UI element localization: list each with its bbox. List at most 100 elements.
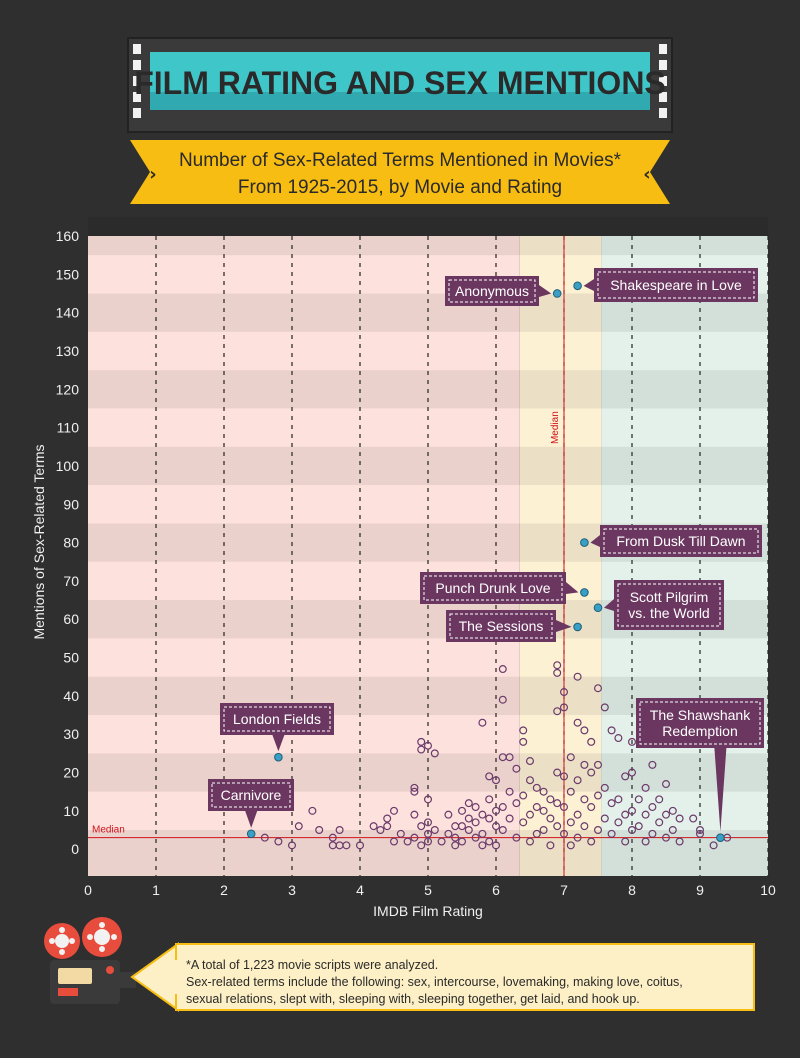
scatter-point[interactable] bbox=[417, 841, 426, 850]
scatter-point[interactable] bbox=[566, 753, 575, 762]
scatter-point[interactable] bbox=[627, 768, 636, 777]
scatter-point[interactable] bbox=[424, 795, 433, 804]
highlighted-point[interactable] bbox=[274, 752, 283, 762]
scatter-point[interactable] bbox=[559, 829, 568, 838]
scatter-point[interactable] bbox=[627, 826, 636, 835]
scatter-point[interactable] bbox=[492, 806, 501, 815]
scatter-point[interactable] bbox=[525, 810, 534, 819]
scatter-point[interactable] bbox=[607, 829, 616, 838]
scatter-point[interactable] bbox=[390, 806, 399, 815]
highlighted-point[interactable] bbox=[573, 281, 582, 291]
scatter-point[interactable] bbox=[614, 734, 623, 743]
scatter-point[interactable] bbox=[410, 810, 419, 819]
scatter-point[interactable] bbox=[478, 718, 487, 727]
scatter-point[interactable] bbox=[621, 772, 630, 781]
scatter-point[interactable] bbox=[553, 707, 562, 716]
scatter-point[interactable] bbox=[315, 826, 324, 835]
highlighted-point[interactable] bbox=[593, 603, 603, 613]
scatter-point[interactable] bbox=[546, 841, 555, 850]
scatter-point[interactable] bbox=[641, 783, 650, 792]
scatter-point[interactable] bbox=[559, 803, 568, 812]
scatter-point[interactable] bbox=[614, 818, 623, 827]
scatter-point[interactable] bbox=[498, 665, 507, 674]
scatter-point[interactable] bbox=[498, 826, 507, 835]
scatter-point[interactable] bbox=[668, 826, 677, 835]
scatter-point[interactable] bbox=[553, 799, 562, 808]
scatter-point[interactable] bbox=[573, 672, 582, 681]
scatter-point[interactable] bbox=[593, 684, 602, 693]
scatter-point[interactable] bbox=[566, 841, 575, 850]
scatter-point[interactable] bbox=[627, 806, 636, 815]
scatter-point[interactable] bbox=[424, 829, 433, 838]
highlighted-point[interactable] bbox=[716, 833, 725, 842]
scatter-point[interactable] bbox=[505, 787, 514, 796]
scatter-point[interactable] bbox=[471, 818, 480, 827]
scatter-point[interactable] bbox=[471, 833, 480, 842]
scatter-point[interactable] bbox=[478, 810, 487, 819]
scatter-point[interactable] bbox=[274, 837, 283, 846]
scatter-point[interactable] bbox=[580, 795, 589, 804]
scatter-point[interactable] bbox=[661, 810, 670, 819]
scatter-point[interactable] bbox=[566, 818, 575, 827]
scatter-point[interactable] bbox=[519, 791, 528, 800]
highlighted-point[interactable] bbox=[573, 622, 582, 632]
scatter-point[interactable] bbox=[675, 837, 684, 846]
scatter-point[interactable] bbox=[587, 737, 596, 746]
scatter-point[interactable] bbox=[675, 814, 684, 823]
scatter-point[interactable] bbox=[437, 837, 446, 846]
scatter-point[interactable] bbox=[627, 737, 636, 746]
scatter-point[interactable] bbox=[342, 841, 351, 850]
scatter-point[interactable] bbox=[661, 833, 670, 842]
scatter-point[interactable] bbox=[621, 810, 630, 819]
scatter-point[interactable] bbox=[505, 753, 514, 762]
scatter-point[interactable] bbox=[485, 772, 494, 781]
scatter-point[interactable] bbox=[498, 695, 507, 704]
scatter-point[interactable] bbox=[539, 806, 548, 815]
scatter-point[interactable] bbox=[410, 783, 419, 792]
scatter-point[interactable] bbox=[512, 764, 521, 773]
scatter-point[interactable] bbox=[525, 776, 534, 785]
scatter-point[interactable] bbox=[695, 826, 704, 835]
highlighted-point[interactable] bbox=[580, 538, 589, 547]
scatter-point[interactable] bbox=[335, 826, 344, 835]
scatter-point[interactable] bbox=[600, 783, 609, 792]
scatter-point[interactable] bbox=[593, 826, 602, 835]
scatter-point[interactable] bbox=[546, 814, 555, 823]
scatter-point[interactable] bbox=[492, 776, 501, 785]
scatter-point[interactable] bbox=[417, 745, 426, 754]
scatter-point[interactable] bbox=[525, 837, 534, 846]
scatter-point[interactable] bbox=[410, 787, 419, 796]
scatter-point[interactable] bbox=[424, 741, 433, 750]
scatter-point[interactable] bbox=[492, 822, 501, 831]
scatter-point[interactable] bbox=[607, 726, 616, 735]
scatter-point[interactable] bbox=[641, 837, 650, 846]
scatter-point[interactable] bbox=[587, 803, 596, 812]
scatter-point[interactable] bbox=[444, 810, 453, 819]
scatter-point[interactable] bbox=[403, 837, 412, 846]
scatter-point[interactable] bbox=[648, 803, 657, 812]
scatter-point[interactable] bbox=[709, 841, 718, 850]
scatter-point[interactable] bbox=[485, 837, 494, 846]
scatter-point[interactable] bbox=[478, 829, 487, 838]
scatter-point[interactable] bbox=[553, 822, 562, 831]
scatter-point[interactable] bbox=[614, 795, 623, 804]
scatter-point[interactable] bbox=[451, 833, 460, 842]
scatter-point[interactable] bbox=[519, 726, 528, 735]
scatter-point[interactable] bbox=[390, 837, 399, 846]
scatter-point[interactable] bbox=[498, 803, 507, 812]
scatter-point[interactable] bbox=[424, 837, 433, 846]
scatter-point[interactable] bbox=[512, 799, 521, 808]
highlighted-point[interactable] bbox=[580, 588, 589, 597]
scatter-point[interactable] bbox=[356, 841, 365, 850]
scatter-point[interactable] bbox=[492, 841, 501, 850]
scatter-point[interactable] bbox=[695, 829, 704, 838]
scatter-point[interactable] bbox=[689, 814, 698, 823]
scatter-point[interactable] bbox=[539, 826, 548, 835]
scatter-point[interactable] bbox=[451, 841, 460, 850]
scatter-point[interactable] bbox=[553, 768, 562, 777]
scatter-point[interactable] bbox=[505, 814, 514, 823]
scatter-point[interactable] bbox=[417, 822, 426, 831]
scatter-point[interactable] bbox=[525, 757, 534, 766]
scatter-point[interactable] bbox=[593, 760, 602, 769]
scatter-point[interactable] bbox=[587, 837, 596, 846]
